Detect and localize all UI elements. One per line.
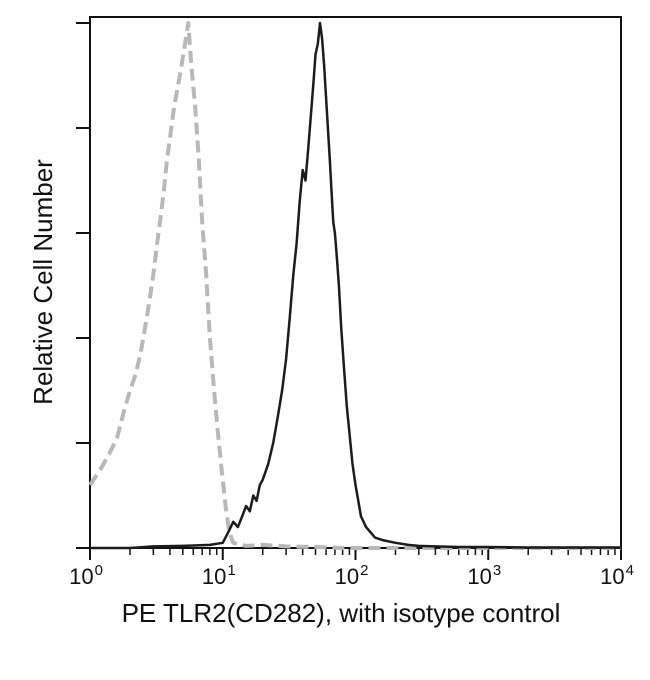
x-axis-tick-labels: 100 101 102 103 104 (69, 562, 634, 589)
y-axis-ticks (76, 22, 90, 549)
tlr2-curve (90, 21, 621, 550)
isotype-control-curve (88, 21, 621, 550)
x-tick-label: 101 (202, 562, 236, 589)
x-tick-label: 103 (467, 562, 501, 589)
histogram-series (88, 21, 621, 550)
x-tick-label: 100 (69, 562, 103, 589)
x-tick-label: 104 (600, 562, 634, 589)
x-tick-label: 102 (335, 562, 369, 589)
x-axis-title: PE TLR2(CD282), with isotype control (122, 598, 561, 628)
y-axis-title: Relative Cell Number (28, 159, 58, 405)
